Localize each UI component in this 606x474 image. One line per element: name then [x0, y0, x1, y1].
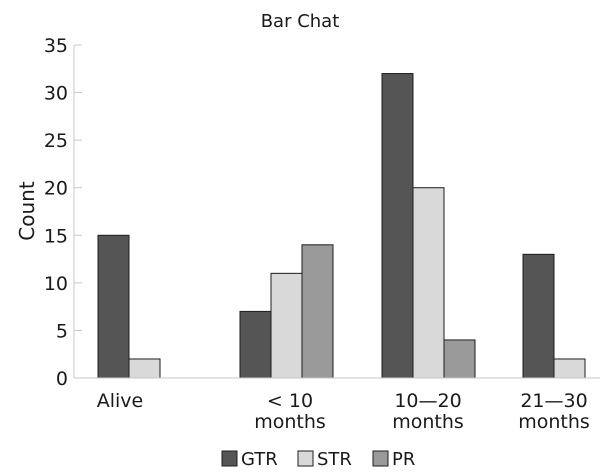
bar-group — [381, 73, 476, 379]
legend-item: PR — [372, 449, 415, 470]
legend-swatch — [221, 450, 238, 467]
bar-group — [239, 244, 334, 379]
bar-pr — [443, 339, 476, 379]
legend-label: PR — [392, 449, 415, 470]
x-tick-label: Alive — [97, 390, 144, 412]
legend-swatch — [297, 450, 314, 467]
bar-group — [97, 234, 161, 379]
bar-gtr — [522, 253, 555, 379]
x-axis: Alive < 10 months 10—20 months 21—30 months — [74, 377, 600, 433]
legend-item: GTR — [221, 449, 278, 470]
legend-item: STR — [297, 449, 352, 470]
y-tick-label: 30 — [44, 83, 68, 105]
y-tick-label: 25 — [44, 130, 68, 152]
y-axis: 0 5 10 15 20 25 30 35 — [44, 35, 82, 390]
chart-title: Bar Chat — [261, 11, 340, 32]
y-tick-label: 15 — [44, 225, 68, 247]
y-tick-label: 35 — [44, 35, 68, 57]
bar-str — [412, 187, 445, 379]
bar-str — [270, 272, 303, 379]
y-axis-label: Count — [15, 181, 39, 241]
bar-gtr — [381, 73, 414, 379]
bar-pr — [301, 244, 334, 379]
legend: GTR STR PR — [221, 449, 415, 470]
x-tick-label: 10—20 months — [392, 390, 464, 433]
bars — [97, 73, 586, 379]
bar-gtr — [97, 234, 130, 379]
x-tick-label: < 10 months — [254, 390, 326, 433]
x-tick-label: 21—30 months — [518, 390, 590, 433]
bar-gtr — [239, 310, 272, 379]
legend-swatch — [372, 450, 389, 467]
y-tick-label: 10 — [44, 273, 68, 295]
bar-group — [522, 253, 586, 379]
bar-str — [553, 358, 586, 379]
legend-label: GTR — [241, 449, 278, 470]
y-tick-label: 0 — [56, 368, 68, 390]
bar-str — [128, 358, 161, 379]
y-tick-label: 20 — [44, 178, 68, 200]
legend-label: STR — [317, 449, 352, 470]
y-tick-label: 5 — [56, 320, 68, 342]
